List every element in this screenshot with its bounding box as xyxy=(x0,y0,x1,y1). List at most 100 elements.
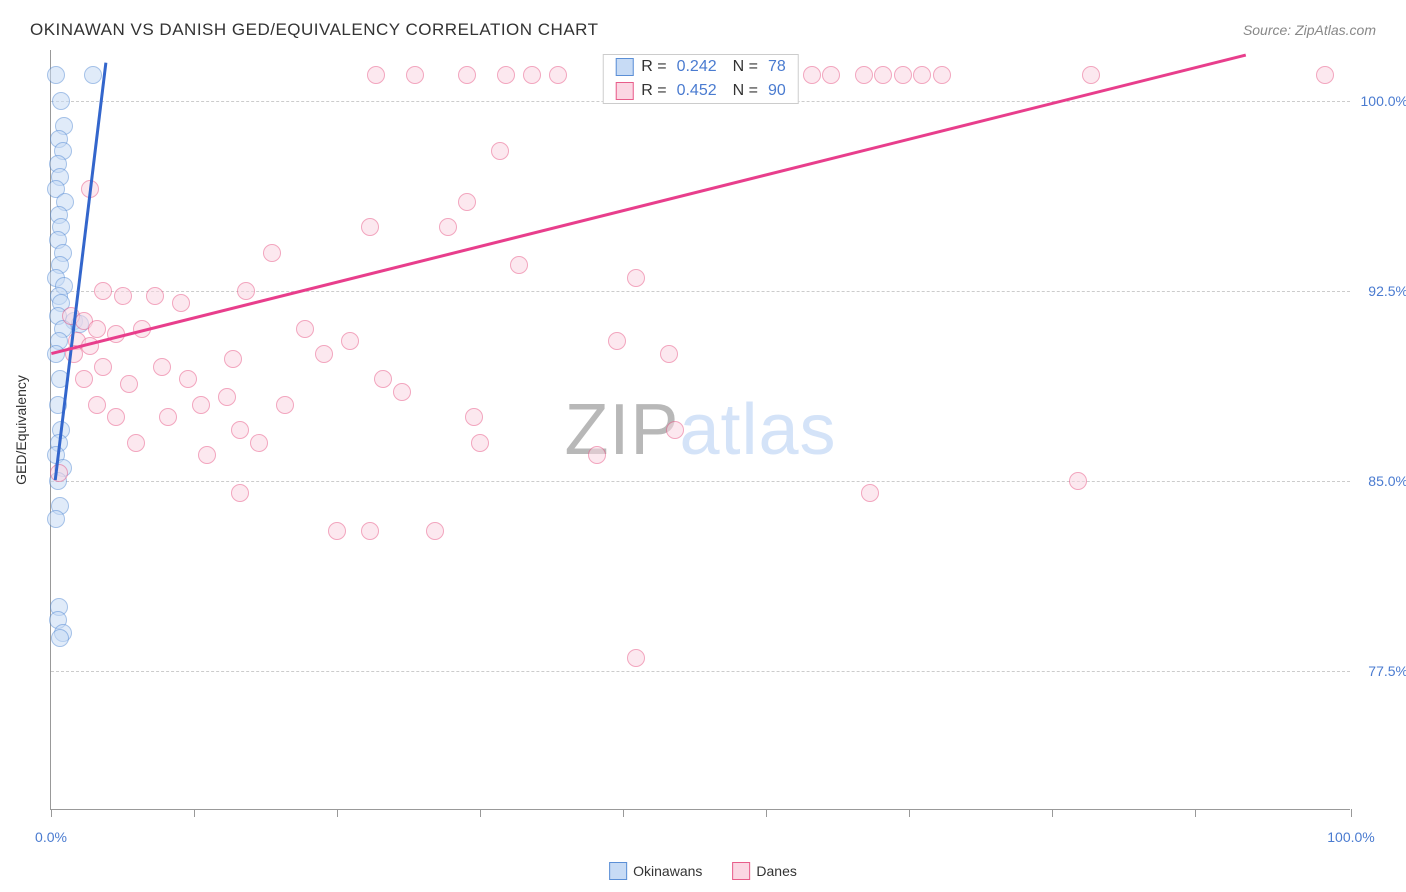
data-point xyxy=(406,66,424,84)
data-point xyxy=(510,256,528,274)
data-point xyxy=(374,370,392,388)
y-axis-label: GED/Equivalency xyxy=(13,375,29,485)
data-point xyxy=(666,421,684,439)
legend-swatch-danes xyxy=(732,862,750,880)
ytick-label: 85.0% xyxy=(1368,473,1406,489)
data-point xyxy=(822,66,840,84)
data-point xyxy=(393,383,411,401)
stats-legend-row-0: R = 0.242 N = 78 xyxy=(603,55,798,79)
data-point xyxy=(88,396,106,414)
data-point xyxy=(198,446,216,464)
data-point xyxy=(231,421,249,439)
r-label: R = xyxy=(641,82,666,100)
n-label: N = xyxy=(733,58,758,76)
plot-area: GED/Equivalency ZIPatlas R = 0.242 N = 7… xyxy=(50,50,1350,810)
data-point xyxy=(361,218,379,236)
xtick xyxy=(1052,809,1053,817)
data-point xyxy=(94,358,112,376)
data-point xyxy=(361,522,379,540)
xtick xyxy=(480,809,481,817)
data-point xyxy=(159,408,177,426)
xtick xyxy=(766,809,767,817)
data-point xyxy=(47,345,65,363)
data-point xyxy=(153,358,171,376)
data-point xyxy=(549,66,567,84)
data-point xyxy=(315,345,333,363)
data-point xyxy=(52,92,70,110)
data-point xyxy=(47,510,65,528)
xtick xyxy=(909,809,910,817)
data-point xyxy=(50,464,68,482)
data-point xyxy=(114,287,132,305)
stats-legend: R = 0.242 N = 78 R = 0.452 N = 90 xyxy=(602,54,799,104)
data-point xyxy=(660,345,678,363)
data-point xyxy=(192,396,210,414)
xtick xyxy=(1351,809,1352,817)
series-legend: Okinawans Danes xyxy=(609,862,797,880)
xtick-label: 0.0% xyxy=(35,829,67,845)
xtick xyxy=(194,809,195,817)
legend-swatch-danes xyxy=(615,82,633,100)
stats-legend-row-1: R = 0.452 N = 90 xyxy=(603,79,798,103)
data-point xyxy=(861,484,879,502)
data-point xyxy=(367,66,385,84)
data-point xyxy=(497,66,515,84)
data-point xyxy=(328,522,346,540)
chart-header: OKINAWAN VS DANISH GED/EQUIVALENCY CORRE… xyxy=(30,20,1376,40)
data-point xyxy=(588,446,606,464)
ytick-label: 77.5% xyxy=(1368,663,1406,679)
data-point xyxy=(458,193,476,211)
data-point xyxy=(146,287,164,305)
legend-swatch-okinawans xyxy=(609,862,627,880)
data-point xyxy=(627,269,645,287)
watermark-atlas: atlas xyxy=(679,390,836,470)
data-point xyxy=(250,434,268,452)
data-point xyxy=(894,66,912,84)
data-point xyxy=(133,320,151,338)
data-point xyxy=(127,434,145,452)
gridline xyxy=(51,481,1350,482)
xtick xyxy=(51,809,52,817)
data-point xyxy=(855,66,873,84)
n-label: N = xyxy=(733,82,758,100)
data-point xyxy=(491,142,509,160)
data-point xyxy=(107,325,125,343)
ytick-label: 100.0% xyxy=(1361,93,1406,109)
data-point xyxy=(75,370,93,388)
data-point xyxy=(107,408,125,426)
data-point xyxy=(276,396,294,414)
data-point xyxy=(231,484,249,502)
data-point xyxy=(179,370,197,388)
ytick-label: 92.5% xyxy=(1368,283,1406,299)
xtick xyxy=(1195,809,1196,817)
gridline xyxy=(51,671,1350,672)
data-point xyxy=(51,629,69,647)
r-label: R = xyxy=(641,58,666,76)
data-point xyxy=(172,294,190,312)
data-point xyxy=(608,332,626,350)
data-point xyxy=(65,345,83,363)
chart-title: OKINAWAN VS DANISH GED/EQUIVALENCY CORRE… xyxy=(30,20,599,40)
data-point xyxy=(465,408,483,426)
data-point xyxy=(933,66,951,84)
data-point xyxy=(120,375,138,393)
data-point xyxy=(51,370,69,388)
legend-swatch-okinawans xyxy=(615,58,633,76)
data-point xyxy=(627,649,645,667)
xtick-label: 100.0% xyxy=(1327,829,1374,845)
data-point xyxy=(803,66,821,84)
data-point xyxy=(218,388,236,406)
data-point xyxy=(88,320,106,338)
r-value-0: 0.242 xyxy=(677,58,717,76)
data-point xyxy=(224,350,242,368)
data-point xyxy=(1069,472,1087,490)
data-point xyxy=(1082,66,1100,84)
data-point xyxy=(439,218,457,236)
data-point xyxy=(523,66,541,84)
data-point xyxy=(341,332,359,350)
xtick xyxy=(623,809,624,817)
legend-label-okinawans: Okinawans xyxy=(633,863,702,879)
data-point xyxy=(263,244,281,262)
data-point xyxy=(81,180,99,198)
legend-item-danes: Danes xyxy=(732,862,796,880)
